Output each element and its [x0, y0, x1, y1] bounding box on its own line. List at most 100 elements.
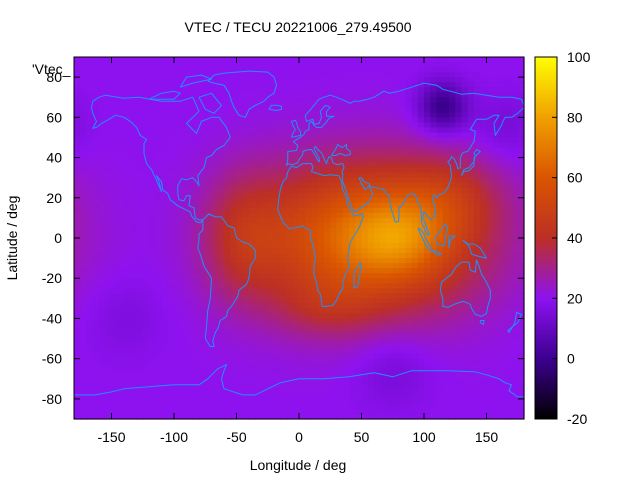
heatmap-cell	[149, 243, 156, 249]
heatmap-cell	[80, 132, 88, 139]
heatmap-cell	[324, 368, 331, 375]
heatmap-cell	[317, 248, 325, 254]
heatmap-cell	[417, 147, 425, 154]
heatmap-cell	[149, 162, 156, 169]
heatmap-cell	[80, 72, 88, 78]
heatmap-cell	[455, 363, 463, 370]
heatmap-cell	[167, 393, 175, 400]
heatmap-cell	[211, 273, 219, 279]
heatmap-cell	[430, 117, 438, 123]
heatmap-cell	[317, 333, 325, 340]
heatmap-cell	[505, 333, 513, 340]
heatmap-cell	[136, 157, 144, 164]
heatmap-cell	[461, 338, 469, 345]
heatmap-cell	[224, 298, 231, 304]
heatmap-cell	[455, 162, 463, 169]
heatmap-cell	[311, 202, 319, 209]
heatmap-cell	[336, 283, 344, 289]
heatmap-cell	[336, 243, 344, 249]
heatmap-cell	[180, 187, 188, 194]
heatmap-cell	[167, 323, 175, 330]
heatmap-cell	[292, 393, 300, 400]
heatmap-cell	[317, 283, 325, 289]
heatmap-cell	[517, 82, 525, 88]
heatmap-cell	[255, 273, 263, 279]
heatmap-cell	[167, 82, 175, 88]
heatmap-cell	[192, 72, 200, 78]
heatmap-cell	[330, 67, 338, 73]
heatmap-cell	[367, 388, 375, 395]
heatmap-cell	[461, 263, 469, 269]
heatmap-cell	[242, 152, 250, 159]
heatmap-cell	[249, 338, 256, 345]
heatmap-cell	[430, 162, 438, 169]
heatmap-cell	[305, 142, 313, 149]
heatmap-cell	[417, 162, 425, 169]
heatmap-cell	[255, 363, 263, 370]
heatmap-cell	[405, 227, 413, 234]
heatmap-cell	[80, 353, 88, 360]
heatmap-cell	[299, 112, 306, 118]
heatmap-cell	[474, 222, 481, 229]
heatmap-cell	[274, 157, 281, 164]
heatmap-cell	[442, 318, 450, 325]
heatmap-cell	[367, 137, 375, 144]
heatmap-cell	[136, 137, 144, 144]
heatmap-cell	[155, 72, 163, 78]
heatmap-cell	[330, 147, 338, 154]
heatmap-cell	[411, 187, 419, 194]
heatmap-cell	[380, 293, 388, 299]
heatmap-cell	[492, 308, 500, 315]
heatmap-cell	[117, 67, 125, 73]
heatmap-cell	[411, 117, 419, 123]
heatmap-cell	[374, 378, 381, 385]
heatmap-cell	[86, 137, 94, 144]
heatmap-cell	[374, 288, 381, 294]
heatmap-cell	[99, 393, 106, 400]
heatmap-cell	[292, 112, 300, 118]
heatmap-cell	[292, 238, 300, 244]
heatmap-cell	[380, 353, 388, 360]
heatmap-cell	[267, 127, 275, 134]
heatmap-cell	[111, 232, 119, 239]
heatmap-cell	[467, 57, 475, 63]
heatmap-cell	[299, 363, 306, 370]
heatmap-cell	[405, 293, 413, 299]
heatmap-cell	[474, 383, 481, 390]
heatmap-cell	[105, 132, 113, 139]
heatmap-cell	[336, 248, 344, 254]
heatmap-cell	[424, 278, 431, 284]
heatmap-cell	[261, 142, 269, 149]
heatmap-cell	[367, 157, 375, 164]
heatmap-cell	[74, 142, 81, 149]
heatmap-cell	[74, 248, 81, 254]
heatmap-cell	[167, 353, 175, 360]
heatmap-cell	[511, 202, 519, 209]
heatmap-cell	[111, 97, 119, 103]
heatmap-cell	[367, 343, 375, 350]
heatmap-cell	[92, 122, 100, 128]
heatmap-cell	[411, 378, 419, 385]
heatmap-cell	[167, 162, 175, 169]
heatmap-cell	[467, 137, 475, 144]
heatmap-cell	[292, 187, 300, 194]
heatmap-cell	[461, 147, 469, 154]
heatmap-cell	[417, 348, 425, 355]
heatmap-cell	[455, 263, 463, 269]
heatmap-cell	[411, 398, 419, 405]
heatmap-cell	[336, 77, 344, 83]
heatmap-cell	[299, 298, 306, 304]
heatmap-cell	[80, 243, 88, 249]
heatmap-cell	[299, 328, 306, 335]
heatmap-cell	[217, 258, 225, 264]
heatmap-cell	[286, 343, 294, 350]
heatmap-cell	[517, 127, 525, 134]
heatmap-cell	[199, 152, 206, 159]
heatmap-cell	[461, 162, 469, 169]
heatmap-cell	[130, 142, 138, 149]
heatmap-cell	[361, 328, 369, 335]
heatmap-cell	[124, 318, 131, 325]
heatmap-cell	[486, 192, 494, 199]
heatmap-cell	[417, 318, 425, 325]
heatmap-cell	[505, 212, 513, 219]
